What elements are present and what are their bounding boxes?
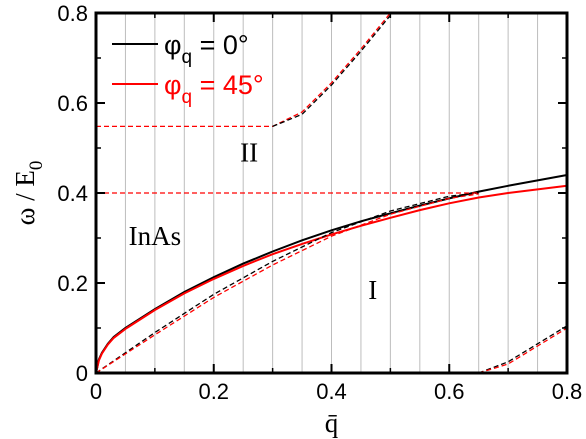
region-label: InAs: [129, 221, 182, 251]
y-tick-label: 0: [76, 361, 88, 386]
dashed-curve: [478, 327, 568, 374]
axis-ticks: [95, 12, 568, 374]
dashed-curve: [272, 14, 391, 128]
series-line: [95, 184, 568, 374]
legend-label: φq = 0°: [164, 30, 249, 68]
dashed-curve: [95, 192, 479, 374]
legend: φq = 0°φq = 45°: [112, 30, 264, 108]
x-tick-label: 0: [90, 379, 102, 404]
y-tick-label: 0.2: [57, 271, 88, 296]
y-axis-title-subscript: 0: [26, 161, 47, 171]
dashed-curve: [95, 193, 479, 374]
region-label: I: [368, 275, 377, 305]
region-label: II: [240, 138, 258, 168]
series-lines: [95, 12, 568, 374]
dashed-curve: [96, 12, 391, 128]
y-tick-label: 0.6: [57, 91, 88, 116]
x-tick-label: 0.6: [434, 379, 465, 404]
x-tick-label: 0.4: [316, 379, 347, 404]
legend-label: φq = 45°: [164, 70, 264, 108]
y-axis-title-main: ω / E: [10, 170, 40, 225]
dashed-curve: [478, 325, 568, 374]
axis-tick-labels: 0 0.2 0.4 0.6 0.8 0 0.2 0.4 0.6 0.8: [57, 1, 582, 404]
x-tick-label: 0.8: [552, 379, 583, 404]
y-tick-label: 0.8: [57, 1, 88, 26]
y-tick-label: 0.4: [57, 181, 88, 206]
region-annotations: II InAs I: [129, 138, 378, 305]
y-axis-title: ω / E0: [10, 161, 47, 226]
x-tick-label: 0.2: [198, 379, 229, 404]
x-axis-title: q̄: [325, 408, 339, 438]
